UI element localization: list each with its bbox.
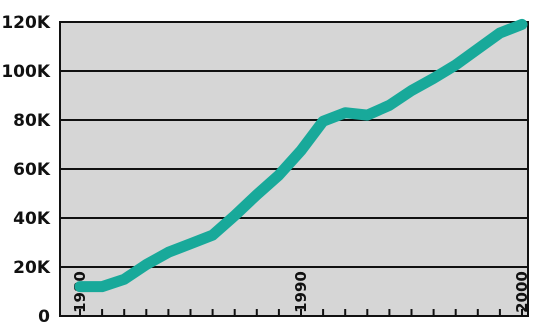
data-point — [123, 278, 125, 280]
y-tick-label: 0 — [38, 307, 50, 323]
data-point — [344, 112, 346, 114]
data-point — [234, 215, 236, 217]
y-tick-label: 20K — [13, 258, 51, 278]
data-point — [388, 104, 390, 106]
data-point — [212, 234, 214, 236]
data-point — [167, 251, 169, 253]
data-point — [145, 264, 147, 266]
data-point — [79, 286, 81, 288]
data-point — [322, 120, 324, 122]
data-point — [411, 90, 412, 92]
y-tick-label: 80K — [13, 111, 51, 131]
x-tick-label: 2000 — [513, 271, 531, 313]
data-point — [190, 243, 191, 245]
x-tick-label: 1990 — [292, 271, 310, 313]
y-axis-labels: 0 20K 40K 60K 80K 100K 120K — [1, 13, 50, 323]
y-tick-label: 100K — [1, 62, 50, 82]
data-point — [477, 48, 479, 50]
data-point — [366, 114, 368, 116]
data-point — [521, 23, 523, 25]
x-minor-ticks — [79, 309, 523, 316]
data-point — [101, 286, 103, 288]
y-tick-label: 120K — [1, 13, 50, 33]
y-tick-label: 60K — [13, 160, 51, 180]
data-point — [455, 64, 457, 66]
data-point — [278, 174, 280, 176]
series-group — [74, 18, 528, 293]
data-point — [433, 77, 435, 79]
data-point — [300, 150, 302, 152]
data-point — [499, 32, 501, 34]
data-point — [256, 194, 258, 196]
y-tick-label: 40K — [13, 209, 51, 229]
